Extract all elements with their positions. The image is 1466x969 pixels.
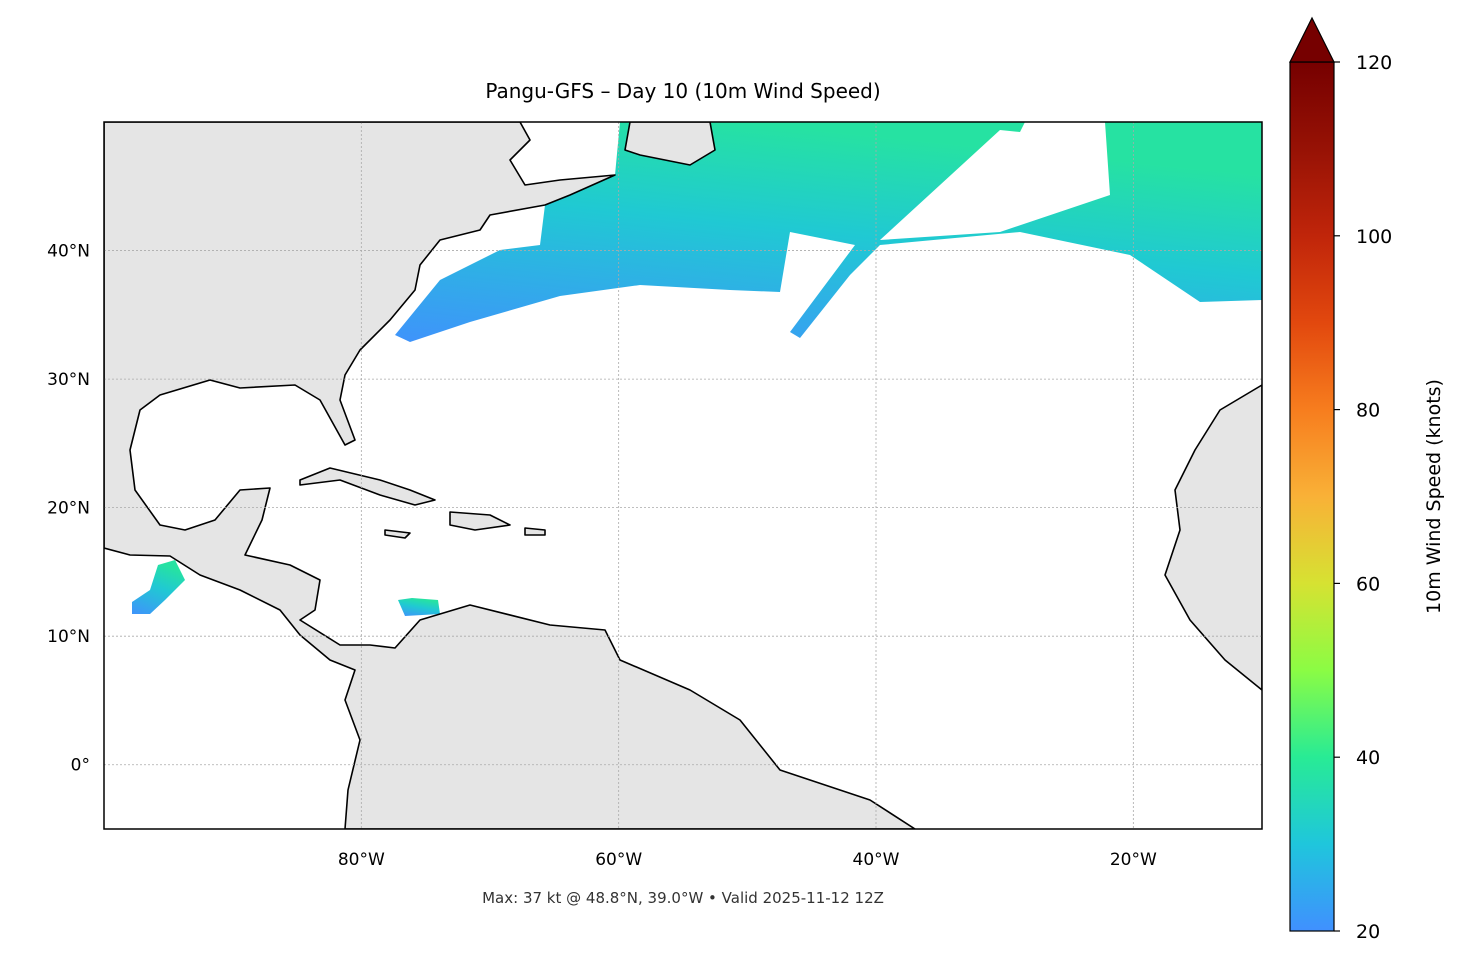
africa: [1164, 384, 1262, 691]
x-tick-label: 40°W: [853, 850, 900, 870]
x-tick-label: 20°W: [1110, 850, 1157, 870]
y-tick-label: 30°N: [47, 370, 90, 390]
colorbar-tick-label: 100: [1356, 226, 1392, 248]
wind-region: [132, 560, 185, 614]
colorbar-tick-label: 120: [1356, 52, 1392, 74]
wind-region: [395, 122, 1262, 342]
y-tick-label: 40°N: [47, 242, 90, 262]
footer-note: Max: 37 kt @ 48.8°N, 39.0°W • Valid 2025…: [482, 889, 884, 907]
americas: [104, 122, 916, 829]
colorbar-tick-label: 80: [1356, 400, 1380, 422]
cuba: [299, 467, 436, 506]
land: [104, 122, 1262, 829]
colorbar-label: 10m Wind Speed (knots): [1423, 379, 1445, 614]
map-frame: [103, 121, 1263, 830]
hispaniola: [449, 511, 511, 531]
colorbar: 20 40 60 80 100 120 10m Wind Speed (knots): [1289, 16, 1445, 943]
wind-region: [398, 598, 440, 616]
colorbar-tick-label: 40: [1356, 747, 1380, 769]
x-tick-label: 80°W: [338, 850, 385, 870]
y-tick-label: 10°N: [47, 627, 90, 647]
grid: [104, 122, 1262, 829]
colorbar-tick-label: 20: [1356, 921, 1380, 943]
chart-title: Pangu-GFS – Day 10 (10m Wind Speed): [485, 79, 880, 103]
colorbar-scale: [1289, 61, 1335, 932]
colorbar-extend: [1289, 16, 1335, 63]
y-tick-label: 0°: [71, 756, 90, 776]
puerto-rico: [524, 527, 546, 536]
x-tick-label: 60°W: [595, 850, 642, 870]
newfoundland: [624, 122, 716, 166]
jamaica: [384, 529, 411, 539]
map-area: [104, 122, 1262, 829]
colorbar-tick-label: 60: [1356, 573, 1380, 595]
y-tick-label: 20°N: [47, 499, 90, 519]
